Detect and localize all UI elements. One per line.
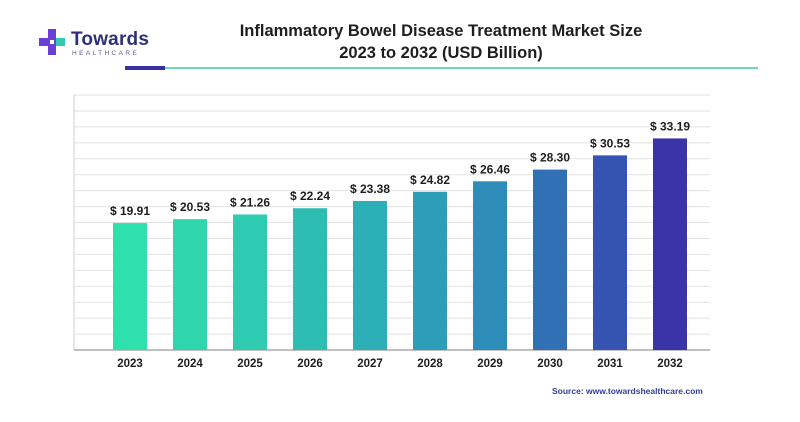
- data-label-2027: $ 23.38: [350, 182, 390, 196]
- bar-2028: [413, 191, 447, 350]
- data-label-2032: $ 33.19: [650, 119, 690, 133]
- x-tick-label-2031: 2031: [597, 358, 623, 370]
- medical-cross-icon: [39, 29, 65, 55]
- header-divider-accent: [125, 66, 165, 70]
- data-label-2028: $ 24.82: [410, 173, 450, 187]
- x-tick-label-2027: 2027: [357, 358, 383, 370]
- bar-2030: [533, 169, 567, 350]
- x-tick-label-2032: 2032: [657, 358, 683, 370]
- data-label-2023: $ 19.91: [110, 204, 150, 218]
- data-label-2029: $ 26.46: [470, 162, 510, 176]
- bar-2032: [653, 138, 687, 350]
- bar-2023: [113, 223, 147, 350]
- data-label-2031: $ 30.53: [590, 136, 630, 150]
- x-tick-label-2028: 2028: [417, 358, 443, 370]
- x-tick-label-2025: 2025: [237, 358, 263, 370]
- x-tick-label-2030: 2030: [537, 358, 563, 370]
- bar-2024: [173, 219, 207, 350]
- brand-name: Towards: [71, 29, 150, 50]
- bar-2026: [293, 208, 327, 350]
- header-divider: [164, 67, 758, 69]
- x-tick-label-2023: 2023: [117, 358, 143, 370]
- bar-2027: [353, 200, 387, 350]
- data-label-2024: $ 20.53: [170, 200, 210, 214]
- bar-2025: [233, 214, 267, 350]
- brand-logo: Towards HEALTHCARE: [38, 26, 158, 62]
- source-note: Source: www.towardshealthcare.com: [552, 386, 703, 396]
- data-label-2030: $ 28.30: [530, 151, 570, 165]
- bar-2029: [473, 181, 507, 350]
- data-label-2025: $ 21.26: [230, 195, 270, 209]
- data-label-2026: $ 22.24: [290, 189, 330, 203]
- chart-title: Inflammatory Bowel Disease Treatment Mar…: [239, 22, 643, 40]
- bar-2031: [593, 155, 627, 350]
- x-tick-label-2024: 2024: [177, 358, 203, 370]
- x-tick-label-2029: 2029: [477, 358, 503, 370]
- brand-subtitle: HEALTHCARE: [72, 50, 140, 57]
- chart-subtitle: 2023 to 2032 (USD Billion): [339, 44, 543, 62]
- x-tick-label-2026: 2026: [297, 358, 323, 370]
- chart-title-block: Inflammatory Bowel Disease Treatment Mar…: [176, 20, 706, 64]
